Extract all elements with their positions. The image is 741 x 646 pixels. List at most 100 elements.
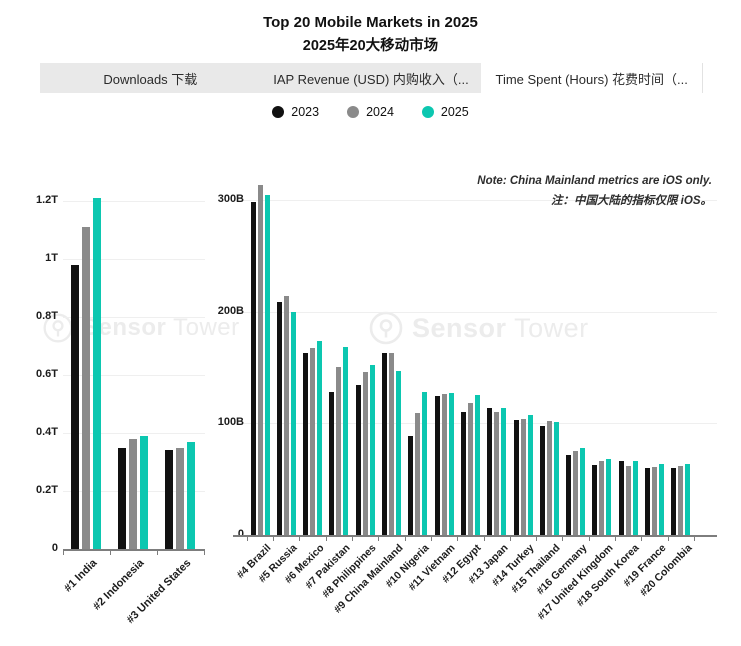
- y-axis-label: 100B: [217, 416, 244, 429]
- bar-2024-#11 Vietnam[interactable]: [441, 394, 447, 535]
- bar-2024-#20 Colombia[interactable]: [678, 465, 684, 535]
- bar-2024-#4 Brazil[interactable]: [257, 185, 263, 535]
- axis-tick: [483, 537, 485, 541]
- bar-2023-#18 South Korea[interactable]: [618, 461, 624, 535]
- x-axis-line: [63, 549, 205, 551]
- axis-tick: [536, 537, 538, 541]
- note-line-english: Note: China Mainland metrics are iOS onl…: [477, 175, 712, 187]
- bar-2025-#1 India[interactable]: [93, 198, 101, 549]
- legend-dot-2023: [272, 106, 285, 118]
- axis-tick: [641, 537, 643, 541]
- x-axis-label: #20 Colombia: [637, 542, 695, 599]
- bar-2025-#11 Vietnam[interactable]: [448, 393, 454, 535]
- bar-2023-#12 Egypt[interactable]: [460, 412, 466, 535]
- note-line-chinese: 注：中国大陆的指标仅限 iOS。: [550, 195, 712, 207]
- bar-2025-#14 Turkey[interactable]: [527, 415, 533, 535]
- bar-2025-#16 Germany[interactable]: [580, 447, 586, 535]
- metric-tabbar: Downloads 下载 IAP Revenue (USD) 内购收入（... …: [40, 63, 704, 93]
- bar-2023-#11 Vietnam[interactable]: [434, 396, 440, 535]
- bar-2024-#13 Japan[interactable]: [494, 412, 500, 535]
- axis-tick: [62, 551, 64, 555]
- bar-2024-#16 Germany[interactable]: [573, 451, 579, 535]
- x-axis-label: #5 Russia: [256, 542, 300, 586]
- bar-2025-#6 Mexico[interactable]: [317, 340, 323, 535]
- bar-2023-#20 Colombia[interactable]: [671, 467, 677, 535]
- bar-2023-#9 China Mainland[interactable]: [382, 352, 387, 535]
- legend-item-2023[interactable]: 2023: [272, 105, 319, 119]
- bar-2024-#1 India[interactable]: [82, 227, 90, 549]
- bar-2023-#4 Brazil[interactable]: [250, 202, 256, 535]
- bar-2025-#12 Egypt[interactable]: [474, 395, 480, 535]
- bar-2023-#14 Turkey[interactable]: [513, 419, 519, 535]
- axis-tick: [378, 537, 380, 541]
- bar-2025-#18 South Korea[interactable]: [632, 461, 638, 535]
- bar-2023-#6 Mexico[interactable]: [303, 352, 309, 535]
- sensor-tower-logo-icon: [369, 311, 403, 345]
- bar-2023-#3 United States[interactable]: [165, 450, 173, 549]
- legend-item-2024[interactable]: 2024: [347, 105, 394, 119]
- axis-tick: [588, 537, 590, 541]
- bar-2024-#8 Philippines[interactable]: [362, 371, 368, 535]
- bar-2024-#19 France[interactable]: [652, 466, 657, 535]
- bar-2024-#17 United Kingdom[interactable]: [599, 461, 605, 535]
- axis-tick: [273, 537, 275, 541]
- bar-2024-#6 Mexico[interactable]: [310, 348, 316, 535]
- bar-2023-#5 Russia[interactable]: [276, 301, 282, 535]
- bar-2023-#10 Nigeria[interactable]: [408, 435, 414, 535]
- x-axis-label: #17 United Kingdom: [535, 542, 616, 623]
- legend-item-2025[interactable]: 2025: [421, 105, 469, 119]
- bar-2024-#14 Turkey[interactable]: [520, 418, 526, 535]
- y-axis-label: 1.2T: [35, 194, 58, 206]
- axis-tick: [693, 537, 695, 541]
- bar-2025-#3 United States[interactable]: [187, 441, 195, 549]
- legend-dot-2024: [347, 106, 360, 118]
- bar-2025-#10 Nigeria[interactable]: [422, 392, 428, 535]
- legend: 2023 2024 2025: [0, 105, 741, 119]
- bar-2025-#8 Philippines[interactable]: [369, 365, 375, 535]
- bar-2023-#1 India[interactable]: [71, 264, 79, 549]
- axis-tick: [404, 537, 406, 541]
- bar-2025-#17 United Kingdom[interactable]: [606, 459, 612, 535]
- bar-2024-#12 Egypt[interactable]: [467, 403, 473, 535]
- bar-2023-#7 Pakistan[interactable]: [329, 392, 335, 535]
- x-axis-label: #2 Indonesia: [90, 557, 147, 613]
- bar-2025-#7 Pakistan[interactable]: [343, 347, 349, 535]
- bar-2024-#5 Russia[interactable]: [283, 295, 289, 535]
- y-axis-label: 1T: [45, 252, 58, 264]
- tab-time-spent[interactable]: Time Spent (Hours) 花费时间（...: [481, 63, 704, 93]
- x-axis-line: [233, 535, 717, 537]
- x-axis-label: #6 Mexico: [282, 542, 327, 586]
- bar-2024-#10 Nigeria[interactable]: [415, 413, 421, 535]
- page-title-chinese: 2025年20大移动市场: [302, 38, 439, 54]
- bar-2023-#19 France[interactable]: [645, 467, 650, 535]
- y-axis-label: 0.2T: [35, 484, 58, 496]
- bar-2025-#2 Indonesia[interactable]: [140, 435, 148, 549]
- axis-tick: [203, 551, 205, 555]
- tab-iap-revenue[interactable]: IAP Revenue (USD) 内购收入（...: [273, 71, 469, 87]
- legend-label-2024: 2024: [366, 105, 394, 119]
- bar-2024-#2 Indonesia[interactable]: [129, 438, 137, 549]
- bar-2025-#19 France[interactable]: [659, 463, 664, 535]
- bar-2025-#5 Russia[interactable]: [290, 311, 296, 535]
- x-axis-label: #1 India: [62, 557, 100, 595]
- bar-2025-#9 China Mainland[interactable]: [396, 370, 401, 535]
- bar-2025-#13 Japan[interactable]: [501, 407, 507, 535]
- bar-2024-#3 United States[interactable]: [176, 447, 184, 549]
- x-axis-label: #19 France: [620, 542, 668, 590]
- bar-2023-#15 Thailand[interactable]: [539, 425, 545, 535]
- bar-2025-#4 Brazil[interactable]: [264, 195, 270, 535]
- bar-2023-#8 Philippines[interactable]: [355, 385, 361, 535]
- bar-2024-#7 Pakistan[interactable]: [336, 367, 342, 535]
- x-axis-label: #12 Egypt: [440, 542, 484, 586]
- bar-2023-#17 United Kingdom[interactable]: [592, 464, 598, 535]
- bar-2024-#9 China Mainland[interactable]: [389, 352, 394, 535]
- bar-2023-#2 Indonesia[interactable]: [118, 447, 126, 549]
- bar-2023-#13 Japan[interactable]: [487, 407, 493, 535]
- bar-2025-#15 Thailand[interactable]: [553, 422, 559, 535]
- bar-2024-#18 South Korea[interactable]: [625, 465, 631, 535]
- tab-downloads[interactable]: Downloads 下载: [103, 71, 198, 87]
- bar-2023-#16 Germany[interactable]: [566, 454, 572, 535]
- bar-2024-#15 Thailand[interactable]: [546, 421, 552, 535]
- bar-2025-#20 Colombia[interactable]: [685, 463, 691, 535]
